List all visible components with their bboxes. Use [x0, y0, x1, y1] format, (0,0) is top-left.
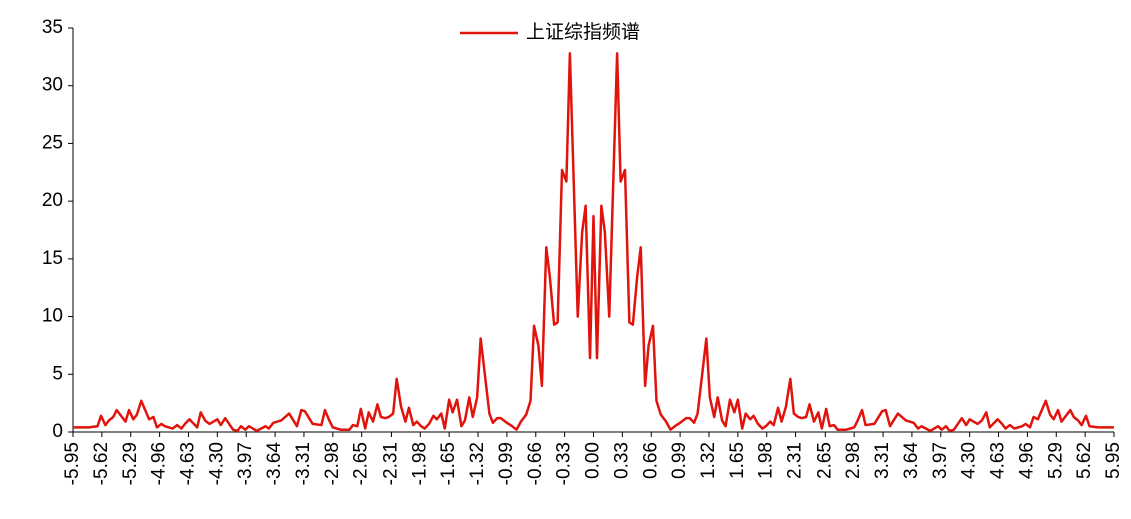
x-tick-label: -3.31	[293, 442, 314, 485]
x-tick-label: 0.99	[669, 442, 690, 479]
x-tick-label: -2.31	[380, 442, 401, 485]
x-tick-label: -1.98	[409, 442, 430, 485]
series-line	[73, 52, 1114, 433]
x-tick-label: 5.95	[1103, 442, 1124, 479]
x-tick-label: 3.97	[930, 442, 951, 479]
x-tick-label: -1.32	[467, 442, 488, 485]
x-tick-label: 3.31	[872, 442, 893, 479]
x-tick-label: 2.65	[814, 442, 835, 479]
y-tick-label: 5	[52, 363, 63, 384]
x-tick-label: 4.96	[1016, 442, 1037, 479]
x-tick-label: -5.29	[120, 442, 141, 485]
x-tick-label: -2.98	[322, 442, 343, 485]
x-tick-label: 1.98	[756, 442, 777, 479]
legend-label: 上证综指频谱	[526, 21, 640, 43]
x-tick-label: 1.32	[698, 442, 719, 479]
y-tick-label: 10	[42, 306, 63, 327]
x-tick-label: -1.65	[438, 442, 459, 485]
x-tick-label: -4.30	[206, 442, 227, 485]
x-tick-label: -2.65	[351, 442, 372, 485]
x-tick-label: 4.63	[988, 442, 1009, 479]
x-tick-label: -0.66	[525, 442, 546, 485]
y-tick-label: 20	[42, 190, 63, 211]
x-tick-label: 5.29	[1045, 442, 1066, 479]
x-tick-label: 0.33	[611, 442, 632, 479]
x-tick-label: 2.31	[785, 442, 806, 479]
x-tick-label: -0.33	[554, 442, 575, 485]
x-tick-label: -4.96	[149, 442, 170, 485]
y-tick-label: 15	[42, 248, 63, 269]
y-tick-label: 0	[52, 421, 63, 442]
x-tick-label: 0.66	[640, 442, 661, 479]
x-tick-label: -3.97	[235, 442, 256, 485]
x-tick-label: -0.99	[496, 442, 517, 485]
x-tick-label: 2.98	[843, 442, 864, 479]
x-tick-label: 4.30	[959, 442, 980, 479]
x-tick-label: 5.62	[1074, 442, 1095, 479]
x-tick-label: 0.00	[583, 442, 604, 479]
x-tick-label: -3.64	[264, 442, 285, 486]
y-tick-label: 35	[42, 17, 63, 38]
x-tick-label: 3.64	[901, 442, 922, 479]
y-tick-label: 25	[42, 132, 63, 153]
y-tick-label: 30	[42, 75, 63, 96]
x-tick-label: -5.62	[91, 442, 112, 485]
x-tick-label: -5.95	[62, 442, 83, 485]
x-tick-label: -4.63	[177, 442, 198, 485]
x-tick-label: 1.65	[727, 442, 748, 479]
